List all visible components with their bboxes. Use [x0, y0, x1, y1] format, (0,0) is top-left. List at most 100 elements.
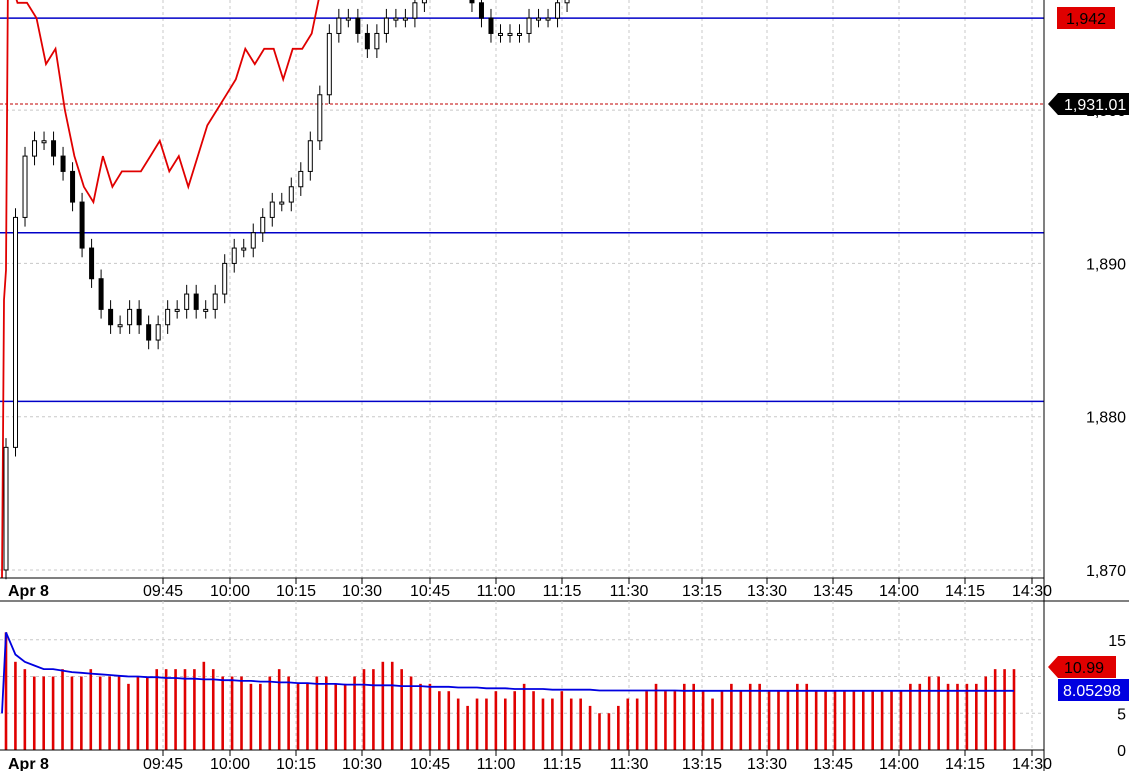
- volume-bar: [230, 676, 234, 750]
- volume-bar: [682, 683, 686, 750]
- price-x-tick-label: 10:30: [342, 583, 382, 600]
- candle-body: [136, 308, 142, 326]
- price-x-tick-label: 13:30: [747, 583, 787, 600]
- volume-bar: [334, 683, 338, 750]
- candle-body: [536, 17, 542, 21]
- volume-bar: [617, 705, 620, 750]
- candle-body: [336, 17, 342, 34]
- volume-bar: [522, 683, 526, 750]
- candle-body: [526, 17, 532, 34]
- candle-body: [298, 170, 304, 188]
- candle-body: [89, 247, 95, 280]
- volume-bar: [61, 669, 64, 750]
- volume-bar: [937, 676, 940, 750]
- volume-bar: [645, 691, 648, 750]
- candle-body: [488, 17, 494, 34]
- price-panel[interactable]: 1,8701,8801,8901,9001,9101,9201,9301,940…: [0, 0, 1129, 601]
- volume-bar: [824, 691, 827, 750]
- volume-bar: [259, 683, 262, 750]
- price-x-tick-label: 11:15: [543, 583, 582, 600]
- price-x-tick-label: 10:45: [410, 583, 450, 600]
- volume-bar: [4, 632, 8, 750]
- volume-bar: [447, 691, 451, 750]
- volume-bar: [1003, 669, 1006, 750]
- volume-x-tick-label: 13:15: [682, 756, 722, 771]
- volume-bar: [993, 669, 997, 750]
- candle-body: [22, 155, 28, 218]
- candle-body: [421, 0, 427, 4]
- volume-y-tick-label: 15: [1108, 633, 1126, 650]
- price-grid: [0, 0, 1044, 578]
- candle-body: [469, 0, 475, 4]
- candle-body: [41, 140, 47, 144]
- candle-body: [108, 308, 114, 326]
- volume-bar: [767, 691, 771, 750]
- volume-bar: [70, 676, 74, 750]
- volume-panel[interactable]: 0 5 15 09:45 10:00 10:15 10:30 10:45 11:00 11:15…: [0, 601, 1129, 773]
- volume-bar: [1012, 669, 1016, 750]
- volume-bar: [739, 691, 743, 750]
- volume-bar: [711, 698, 714, 750]
- candle-body: [507, 32, 513, 36]
- volume-bar: [569, 698, 573, 750]
- candle-body: [412, 2, 418, 19]
- bar-value: 10.99: [1064, 660, 1104, 677]
- volume-bar: [306, 683, 309, 750]
- price-date-label: Apr 8: [8, 583, 49, 600]
- volume-x-tick-label: 11:15: [543, 756, 582, 771]
- volume-bar: [541, 698, 545, 750]
- price-x-tick-label: 14:15: [945, 583, 985, 600]
- volume-x-tick-label: 14:30: [1012, 756, 1052, 771]
- volume-bar: [89, 669, 93, 750]
- volume-bar: [296, 683, 300, 750]
- volume-bar: [164, 669, 168, 750]
- candle-body: [174, 308, 180, 312]
- volume-bar: [588, 705, 592, 750]
- candle-body: [269, 201, 275, 218]
- candle-body: [345, 17, 351, 21]
- price-x-tick-label: 14:00: [879, 583, 919, 600]
- price-x-ticks: 09:45 10:00 10:15 10:30 10:45 11:00 11:15 11:30…: [0, 577, 1052, 600]
- avg-value: 8.05298: [1063, 683, 1121, 700]
- volume-bar: [193, 669, 196, 750]
- candle-body: [155, 324, 161, 341]
- volume-bar: [635, 698, 639, 750]
- volume-bar: [277, 669, 281, 750]
- candle-body: [279, 201, 285, 205]
- volume-x-tick-label: 10:15: [276, 756, 316, 771]
- volume-bar: [324, 676, 328, 750]
- volume-bar: [174, 669, 177, 750]
- volume-bar: [890, 691, 893, 750]
- candle-body: [98, 278, 104, 310]
- price-x-tick-label: 09:45: [143, 583, 183, 600]
- volume-bar: [419, 683, 422, 750]
- volume-bar: [786, 691, 790, 750]
- volume-bar: [579, 698, 582, 750]
- volume-bar: [513, 691, 517, 750]
- volume-bar: [748, 683, 752, 750]
- candle-body: [564, 0, 570, 4]
- volume-x-tick-label: 13:45: [813, 756, 853, 771]
- volume-bar: [32, 676, 36, 750]
- volume-bar: [42, 676, 45, 750]
- candle-body: [383, 17, 389, 34]
- volume-bars: [4, 632, 1016, 750]
- volume-bar: [108, 676, 111, 750]
- candle-body: [184, 293, 190, 310]
- volume-bar: [14, 661, 17, 750]
- volume-bar: [146, 676, 149, 750]
- volume-bar: [485, 698, 488, 750]
- volume-x-tick-label: 10:45: [410, 756, 450, 771]
- volume-bar: [456, 698, 460, 750]
- price-x-tick-label: 10:00: [210, 583, 250, 600]
- volume-bar: [23, 669, 27, 750]
- price-y-tick-label: 1,890: [1086, 256, 1126, 273]
- price-x-tick-label: 13:15: [682, 583, 722, 600]
- candle-body: [307, 140, 313, 172]
- volume-average-path: [1, 632, 1014, 714]
- volume-bar: [692, 683, 696, 750]
- candle-body: [51, 140, 57, 157]
- volume-bar: [381, 661, 385, 750]
